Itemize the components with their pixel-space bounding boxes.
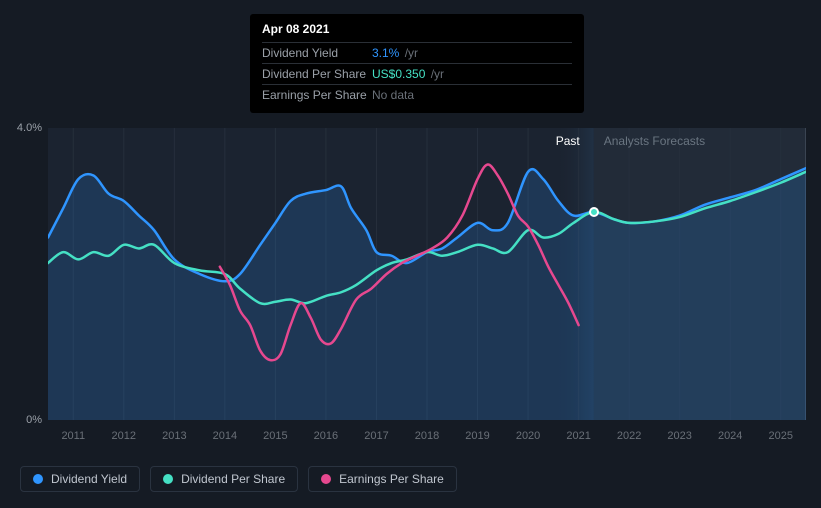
legend-item[interactable]: Earnings Per Share [308, 466, 457, 492]
x-axis: 2011 2012 2013 2014 2015 2016 2017 2018 2019 2020… [48, 428, 806, 448]
legend-label: Dividend Yield [51, 472, 127, 486]
legend-label: Dividend Per Share [181, 472, 285, 486]
legend-item[interactable]: Dividend Yield [20, 466, 140, 492]
legend-item[interactable]: Dividend Per Share [150, 466, 298, 492]
y-axis-max-label: 4.0% [17, 122, 42, 134]
region-label-forecast: Analysts Forecasts [604, 134, 705, 148]
legend-dot [163, 474, 173, 484]
x-axis-tick: 2017 [364, 430, 388, 442]
legend-dot [33, 474, 43, 484]
legend-dot [321, 474, 331, 484]
x-axis-tick: 2012 [112, 430, 136, 442]
tooltip-row: Dividend Per ShareUS$0.350 /yr [262, 63, 572, 84]
tooltip-label: Dividend Per Share [262, 67, 372, 81]
x-axis-tick: 2018 [415, 430, 439, 442]
hover-marker [589, 207, 599, 217]
x-axis-tick: 2016 [314, 430, 338, 442]
chart-svg [48, 128, 806, 420]
x-axis-tick: 2021 [566, 430, 590, 442]
x-axis-tick: 2015 [263, 430, 287, 442]
tooltip-date: Apr 08 2021 [262, 22, 572, 36]
x-axis-tick: 2014 [213, 430, 237, 442]
x-axis-tick: 2025 [768, 430, 792, 442]
x-axis-tick: 2019 [465, 430, 489, 442]
tooltip-value: No data [372, 88, 572, 102]
tooltip-row: Earnings Per ShareNo data [262, 84, 572, 105]
tooltip-row: Dividend Yield3.1% /yr [262, 42, 572, 63]
tooltip-label: Dividend Yield [262, 46, 372, 60]
x-axis-tick: 2022 [617, 430, 641, 442]
chart-tooltip: Apr 08 2021 Dividend Yield3.1% /yrDivide… [250, 14, 584, 113]
x-axis-tick: 2023 [667, 430, 691, 442]
tooltip-value: US$0.350 /yr [372, 67, 572, 81]
legend: Dividend Yield Dividend Per Share Earnings… [20, 466, 457, 492]
x-axis-tick: 2013 [162, 430, 186, 442]
x-axis-tick: 2024 [718, 430, 742, 442]
region-label-past: Past [556, 134, 580, 148]
x-axis-tick: 2020 [516, 430, 540, 442]
x-axis-tick: 2011 [61, 430, 85, 442]
chart-area[interactable]: 4.0% 0% Past Analysts Forecasts [48, 128, 806, 420]
tooltip-label: Earnings Per Share [262, 88, 372, 102]
legend-label: Earnings Per Share [339, 472, 444, 486]
y-axis-min-label: 0% [26, 414, 42, 426]
tooltip-value: 3.1% /yr [372, 46, 572, 60]
